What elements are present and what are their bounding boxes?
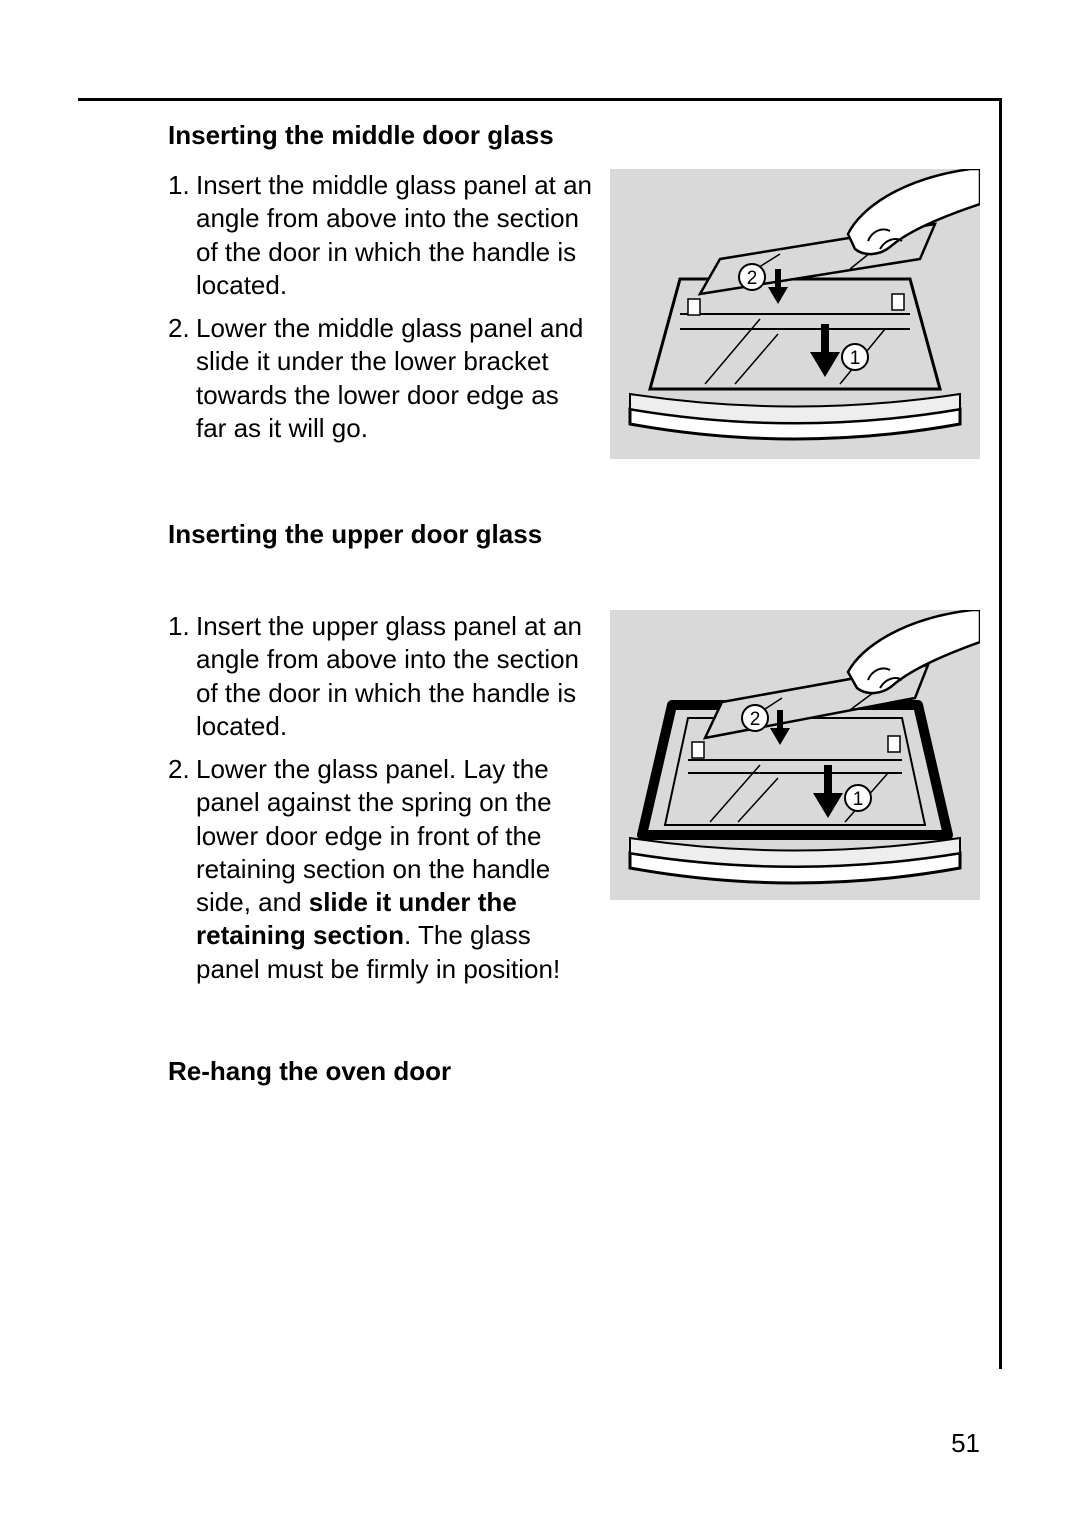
step-text: Insert the middle glass panel at an angl… — [196, 169, 596, 302]
figure-middle: 2 1 — [610, 169, 980, 459]
page: Inserting the middle door glass 1. Inser… — [0, 0, 1080, 1529]
heading-rehang: Re-hang the oven door — [168, 1056, 980, 1087]
steps-middle: 1. Insert the middle glass panel at an a… — [168, 169, 610, 455]
step-middle-2: 2. Lower the middle glass panel and slid… — [168, 312, 596, 445]
figure-label-1: 1 — [853, 789, 864, 810]
section-middle-glass: Inserting the middle door glass 1. Inser… — [168, 120, 980, 459]
steps-upper: 1. Insert the upper glass panel at an an… — [168, 610, 610, 996]
heading-middle: Inserting the middle door glass — [168, 120, 980, 151]
page-number: 51 — [951, 1428, 980, 1459]
step-upper-1: 1. Insert the upper glass panel at an an… — [168, 610, 596, 743]
content: Inserting the middle door glass 1. Inser… — [168, 120, 980, 1147]
step-text: Insert the upper glass panel at an angle… — [196, 610, 596, 743]
step-number: 2. — [168, 312, 196, 445]
section-rehang: Re-hang the oven door — [168, 1056, 980, 1087]
heading-upper: Inserting the upper door glass — [168, 519, 980, 550]
step-number: 1. — [168, 610, 196, 743]
step-number: 1. — [168, 169, 196, 302]
step-middle-1: 1. Insert the middle glass panel at an a… — [168, 169, 596, 302]
step-text: Lower the middle glass panel and slide i… — [196, 312, 596, 445]
figure-label-2: 2 — [747, 268, 758, 289]
step-text: Lower the glass panel. Lay the panel aga… — [196, 753, 596, 986]
figure-label-2: 2 — [750, 709, 761, 730]
figure-label-1: 1 — [850, 348, 861, 369]
figure-upper: 2 1 — [610, 610, 980, 900]
step-number: 2. — [168, 753, 196, 986]
step-upper-2: 2. Lower the glass panel. Lay the panel … — [168, 753, 596, 986]
section-upper-glass: Inserting the upper door glass 1. Insert… — [168, 519, 980, 996]
